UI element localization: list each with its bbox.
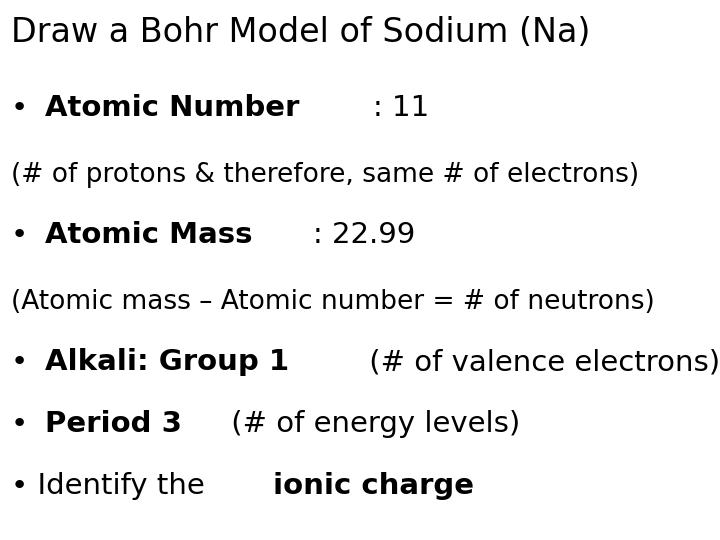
Text: (Atomic mass – Atomic number = # of neutrons): (Atomic mass – Atomic number = # of neut… [11,289,654,315]
Text: Alkali: Group 1: Alkali: Group 1 [45,348,289,376]
Text: Period 3: Period 3 [45,410,182,438]
Text: Atomic Mass: Atomic Mass [45,221,253,249]
Text: : 22.99: : 22.99 [312,221,415,249]
Text: •: • [11,221,37,249]
Text: ionic charge: ionic charge [273,472,474,501]
Text: : 11: : 11 [373,94,429,123]
Text: (# of protons & therefore, same # of electrons): (# of protons & therefore, same # of ele… [11,162,639,188]
Text: Atomic Number: Atomic Number [45,94,300,123]
Text: •: • [11,94,37,123]
Text: (# of energy levels): (# of energy levels) [222,410,520,438]
Text: •: • [11,348,37,376]
Text: (# of valence electrons): (# of valence electrons) [360,348,720,376]
Text: • Identify the: • Identify the [11,472,214,501]
Text: Draw a Bohr Model of Sodium (Na): Draw a Bohr Model of Sodium (Na) [11,16,590,49]
Text: •: • [11,410,37,438]
